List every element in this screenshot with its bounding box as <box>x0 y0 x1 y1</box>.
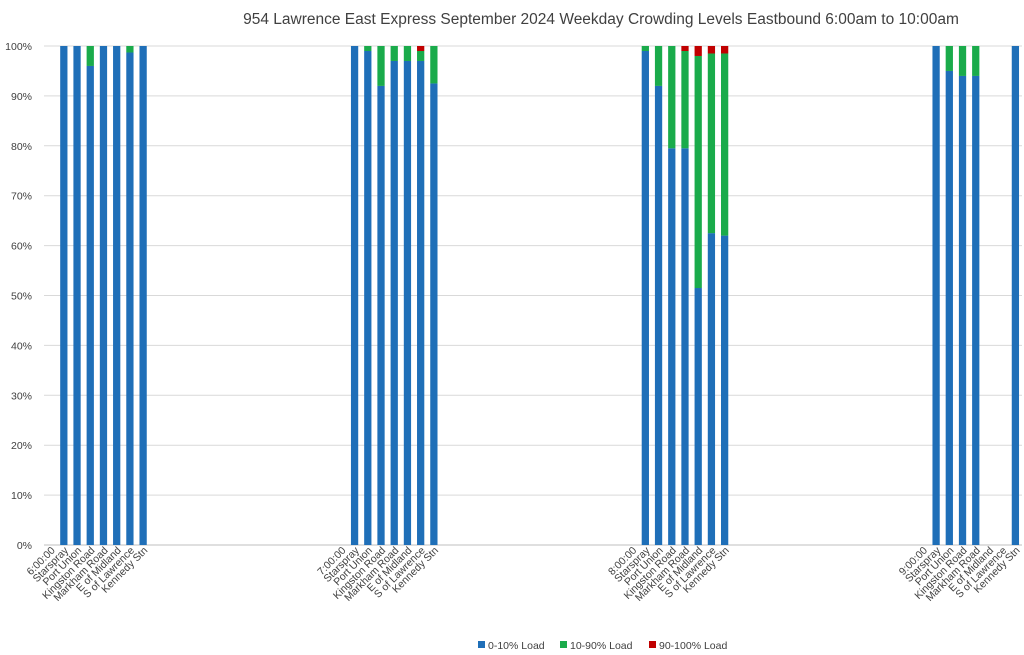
chart-title: 954 Lawrence East Express September 2024… <box>243 11 959 28</box>
y-tick-label: 20% <box>11 440 32 452</box>
bar-segment <box>86 65 94 546</box>
bar-segment <box>694 288 702 545</box>
bar-segment <box>417 50 425 61</box>
bar-segment <box>126 52 134 545</box>
y-tick-label: 0% <box>17 540 32 552</box>
y-axis: 0% 10% 20% 30% 40% 50% 60% 70% 80% 90% 100% <box>5 41 32 552</box>
bar-segment <box>403 46 412 61</box>
bar-segment <box>668 148 676 546</box>
bar-segment <box>377 85 385 546</box>
bar-segment <box>73 46 81 545</box>
legend-swatch <box>649 641 656 648</box>
bar-segment <box>972 75 980 545</box>
bar-segment <box>350 46 359 545</box>
bar-segment <box>1011 46 1020 545</box>
legend-label: 0-10% Load <box>488 640 545 652</box>
bar-segment <box>60 46 68 545</box>
y-tick-label: 50% <box>11 291 32 303</box>
legend-label: 10-90% Load <box>570 640 633 652</box>
bar-segment <box>681 50 689 149</box>
bar-segment <box>430 83 438 546</box>
bar-segment <box>430 46 438 84</box>
bar-segment <box>654 85 663 546</box>
bar-segment <box>721 53 729 236</box>
bar-segment <box>932 46 940 545</box>
bar-segment <box>641 50 649 546</box>
bar-segment <box>945 70 953 545</box>
y-tick-label: 60% <box>11 241 32 253</box>
bar-segment <box>945 46 953 71</box>
y-tick-label: 40% <box>11 340 32 352</box>
bar-segment <box>668 46 676 149</box>
bar-segment <box>364 46 372 51</box>
bars <box>60 46 1020 546</box>
bar-segment <box>707 233 716 545</box>
bar-segment <box>113 46 121 545</box>
bar-segment <box>958 75 967 545</box>
legend-swatch <box>560 641 567 648</box>
bar-segment <box>390 60 398 545</box>
bar-segment <box>139 46 147 545</box>
bar-segment <box>721 235 729 545</box>
legend-label: 90-100% Load <box>659 640 727 652</box>
bar-segment <box>694 55 702 289</box>
y-tick-label: 100% <box>5 41 32 53</box>
bar-segment <box>390 46 398 61</box>
legend: 0-10% Load 10-90% Load 90-100% Load <box>478 640 727 652</box>
bar-segment <box>654 46 663 86</box>
bar-segment <box>417 60 425 545</box>
bar-segment <box>681 46 689 51</box>
bar-segment <box>681 148 689 546</box>
bar-segment <box>721 46 729 54</box>
bar-segment <box>86 46 94 66</box>
bar-segment <box>707 46 716 54</box>
legend-swatch <box>478 641 485 648</box>
bar-segment <box>126 46 134 53</box>
y-tick-label: 90% <box>11 91 32 103</box>
y-tick-label: 80% <box>11 141 32 153</box>
y-tick-label: 10% <box>11 490 32 502</box>
bar-segment <box>707 53 716 234</box>
y-tick-label: 30% <box>11 390 32 402</box>
bar-segment <box>694 46 702 56</box>
bar-segment <box>403 60 412 545</box>
bar-segment <box>364 50 372 546</box>
bar-segment <box>417 46 425 51</box>
bar-segment <box>972 46 980 76</box>
gridlines <box>44 45 1022 546</box>
bar-segment <box>377 46 385 86</box>
bar-segment <box>99 46 108 545</box>
bar-segment <box>641 46 649 51</box>
bar-segment <box>958 46 967 76</box>
y-tick-label: 70% <box>11 191 32 203</box>
